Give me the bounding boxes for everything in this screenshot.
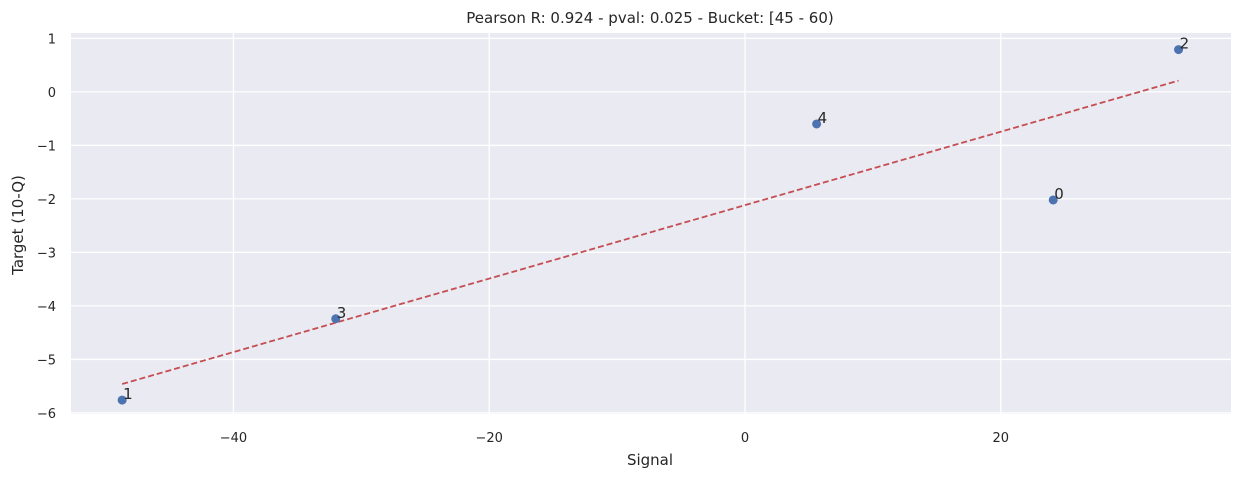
plot-area [71,33,1231,414]
data-point: 3 [331,304,346,324]
y-axis-ticks: 1 0 −1 −2 −3 −4 −5 −6 [37,32,56,422]
x-tick-label: 0 [741,431,749,446]
x-axis-label: Signal [627,451,673,469]
x-tick-label: 20 [993,431,1010,446]
fit-line [121,79,1179,385]
point-marker [331,314,341,324]
y-tick-label: −6 [37,407,56,422]
point-marker [1048,195,1058,205]
point-marker [812,119,822,129]
regression-line [121,79,1179,385]
point-label: 1 [123,385,133,403]
point-label: 0 [1054,185,1064,203]
x-tick-label: −40 [220,431,247,446]
data-point: 4 [812,109,827,129]
x-axis-ticks: −40 −20 0 20 [220,431,1009,446]
y-tick-label: 0 [48,86,56,101]
y-tick-label: −3 [37,246,56,261]
gridlines [71,33,1231,414]
y-tick-label: −4 [37,300,56,315]
point-marker [1174,45,1184,55]
point-label: 2 [1180,35,1190,53]
y-axis-label: Target (10-Q) [9,175,27,276]
y-tick-label: 1 [48,32,56,47]
chart-title: Pearson R: 0.924 - pval: 0.025 - Bucket:… [466,9,833,27]
x-tick-label: −20 [475,431,502,446]
data-points: 0 1 2 3 4 [117,35,1189,405]
point-marker [117,395,127,405]
y-tick-label: −2 [37,193,56,208]
data-point: 0 [1048,185,1064,205]
y-tick-label: −1 [37,139,56,154]
data-point: 2 [1174,35,1189,55]
point-label: 4 [818,109,828,127]
y-tick-label: −5 [37,353,56,368]
data-point: 1 [117,385,133,405]
point-label: 3 [337,304,347,322]
